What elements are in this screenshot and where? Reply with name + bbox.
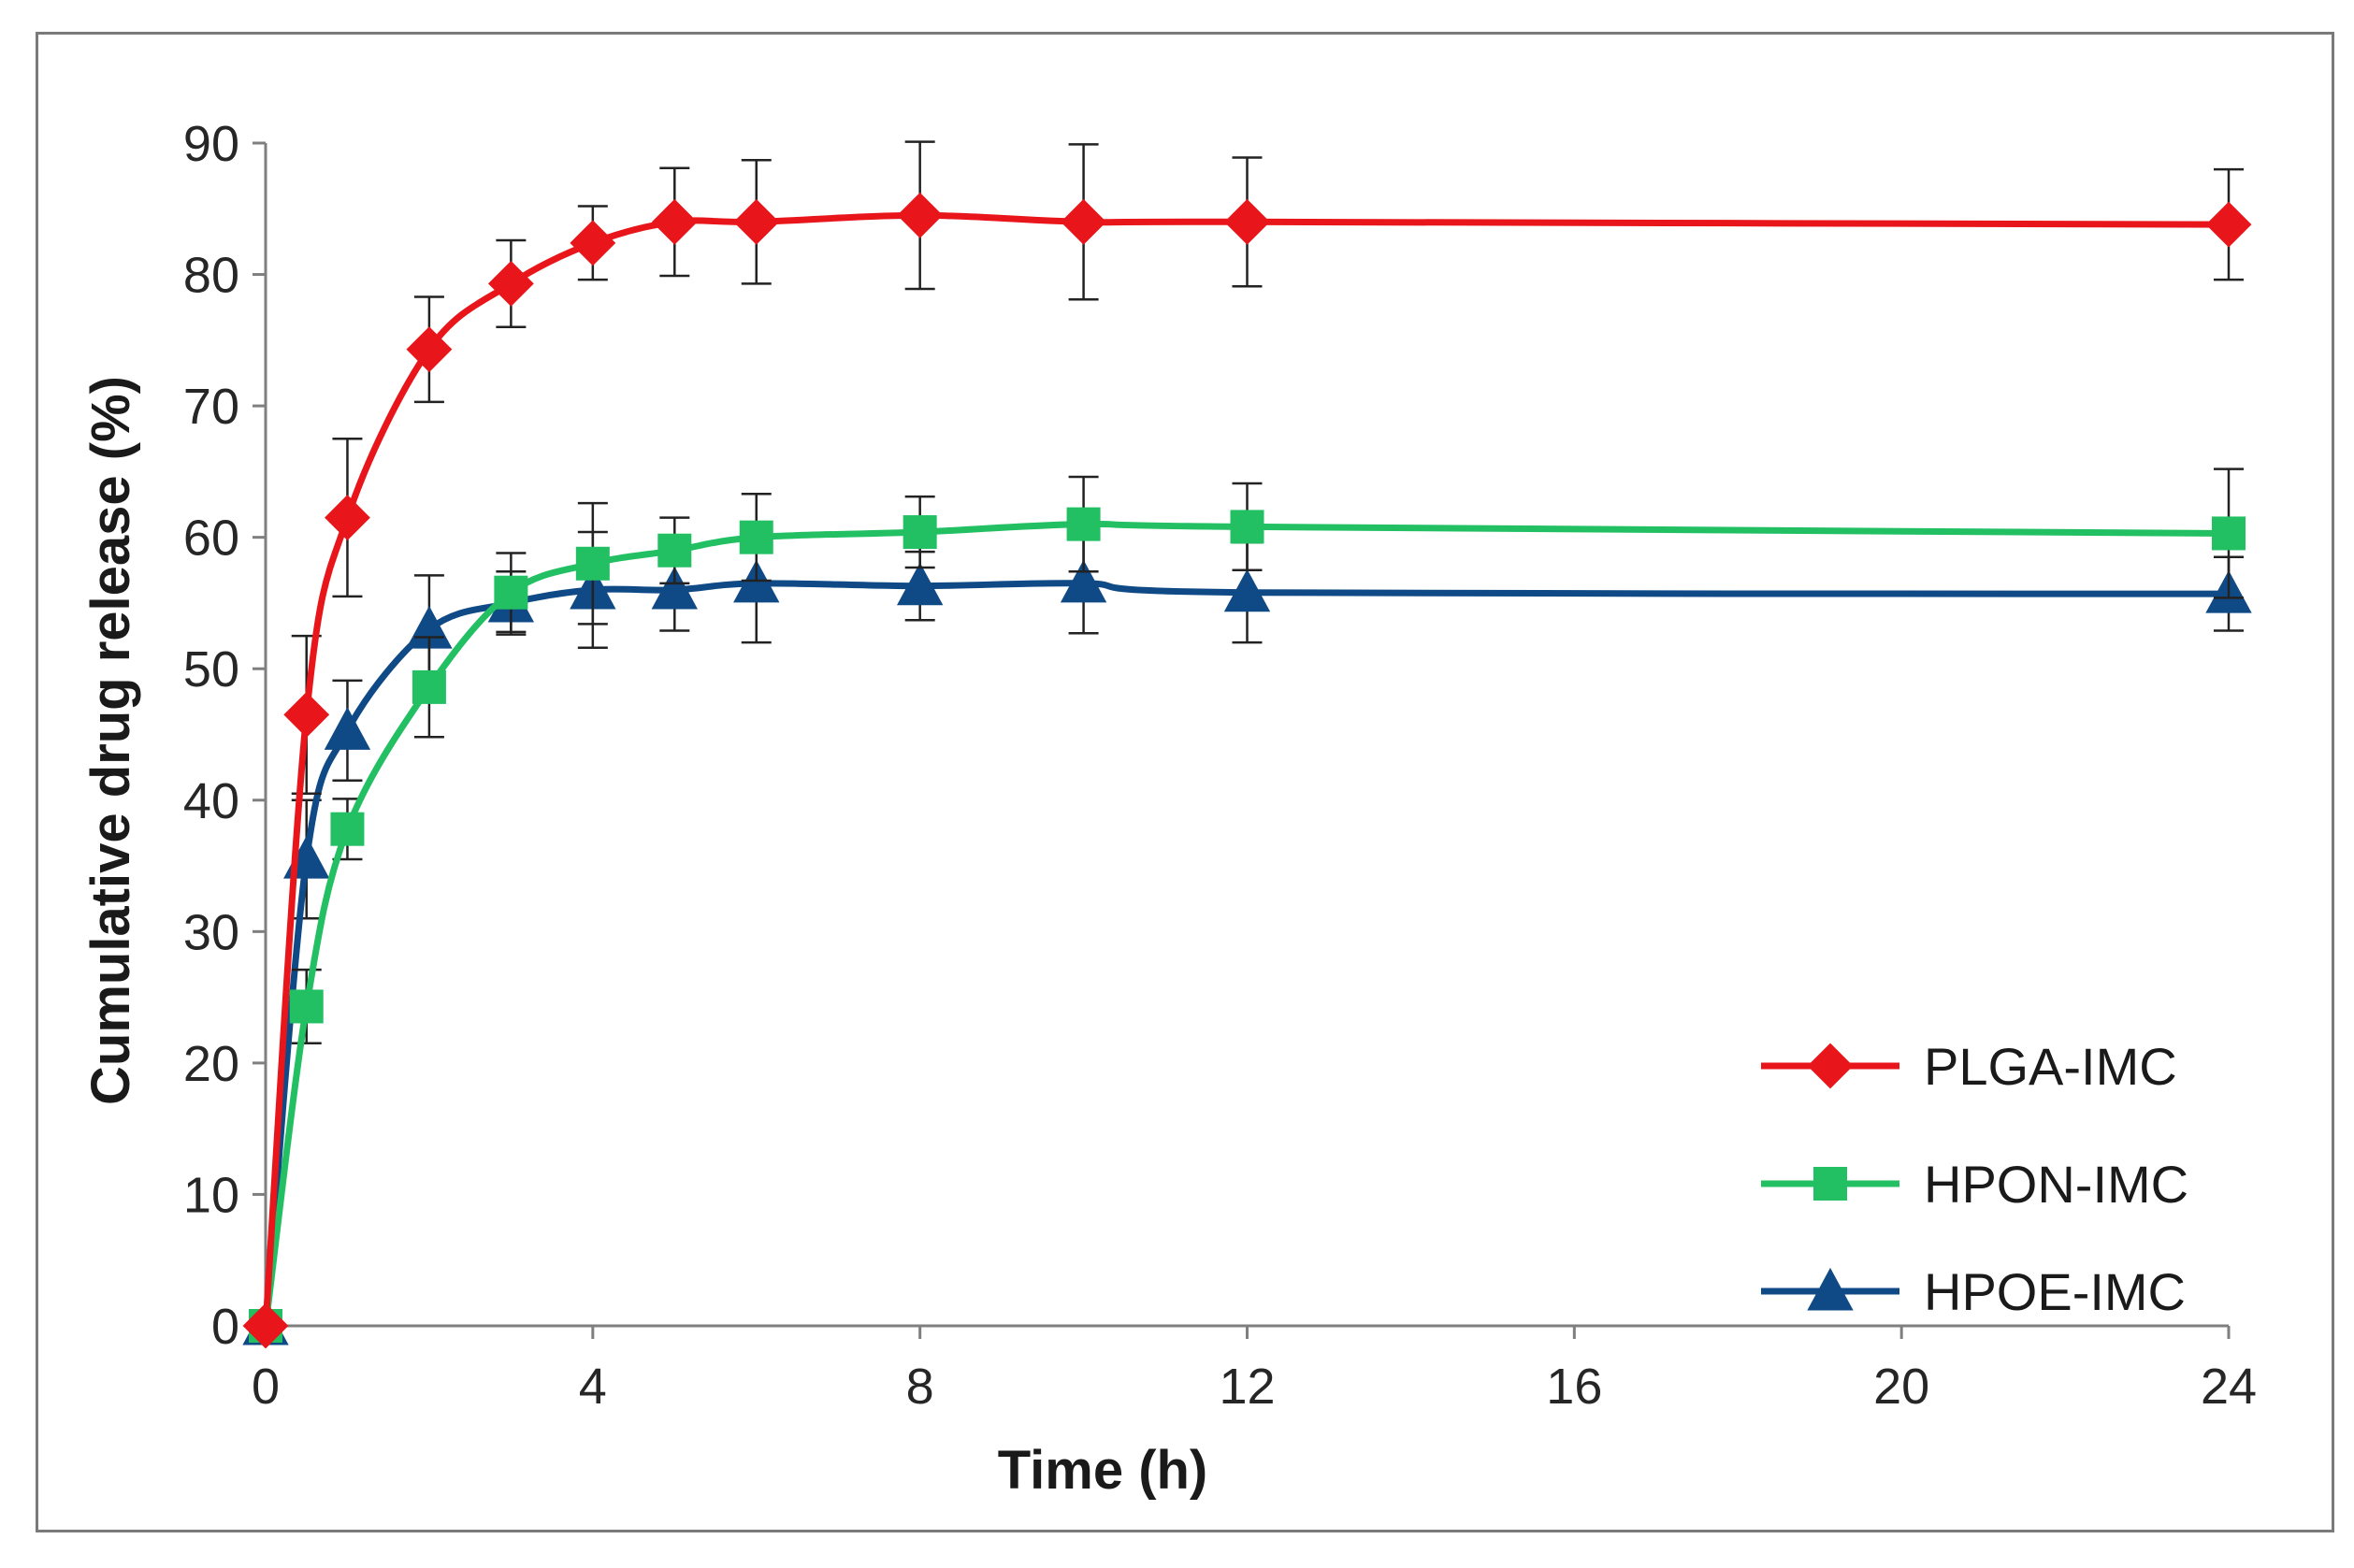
data-point-plga-imc [487, 260, 534, 307]
data-point-hpon-imc [412, 669, 446, 704]
data-point-hpon-imc [289, 989, 324, 1024]
data-point-plga-imc [1061, 198, 1106, 245]
data-point-hpoe-imc [324, 707, 371, 750]
data-point-plga-imc [570, 220, 616, 266]
series-layer [242, 140, 2252, 1349]
chart-frame: 0 10 20 30 40 50 60 70 80 90 0 4 8 12 16 20 24 PLGA-IMC H… [36, 32, 2334, 1532]
legend-marker [1813, 1167, 1847, 1201]
data-point-hpon-imc [330, 812, 365, 846]
x-tick-label: 8 [906, 1359, 934, 1415]
y-tick-label: 20 [183, 1036, 239, 1092]
series-hpon-imc [249, 468, 2246, 1343]
y-axis-title: Cumulative drug release (%) [80, 376, 141, 1105]
y-tick-label: 0 [211, 1299, 239, 1355]
y-tick-label: 60 [183, 511, 239, 567]
legend-marker [1807, 1043, 1854, 1089]
x-tick-label: 20 [1873, 1359, 1929, 1415]
legend-marker [1807, 1267, 1854, 1311]
data-point-hpoe-imc [1060, 559, 1107, 603]
y-tick-label: 90 [183, 116, 239, 172]
x-tick-label: 0 [252, 1359, 280, 1415]
data-point-plga-imc [733, 198, 780, 245]
legend-label: HPOE-IMC [1924, 1262, 2186, 1321]
x-tick-label: 12 [1219, 1359, 1275, 1415]
data-point-hpon-imc [903, 515, 937, 550]
data-point-hpon-imc [2212, 516, 2246, 551]
y-tick-label: 50 [183, 641, 239, 698]
x-tick-label: 24 [2201, 1359, 2257, 1415]
data-point-plga-imc [651, 198, 698, 245]
data-point-hpoe-imc [1223, 568, 1271, 612]
series-plga-imc [242, 140, 2252, 1349]
y-tick-label: 40 [183, 773, 239, 829]
y-tick-label: 70 [183, 379, 239, 435]
data-point-hpoe-imc [896, 562, 944, 606]
y-tick-label: 10 [183, 1167, 239, 1223]
data-point-plga-imc [242, 1302, 289, 1349]
data-point-hpon-imc [1066, 507, 1101, 541]
y-tick-label: 30 [183, 904, 239, 960]
axes: 0 10 20 30 40 50 60 70 80 90 0 4 8 12 16 20 24 [183, 116, 2257, 1415]
x-axis-title: Time (h) [998, 1440, 1208, 1501]
data-point-hpon-imc [739, 520, 773, 554]
data-point-plga-imc [897, 192, 944, 238]
x-tick-label: 16 [1546, 1359, 1602, 1415]
legend: PLGA-IMC HPON-IMC HPOE-IMC [1761, 1037, 2188, 1321]
data-point-hpon-imc [575, 546, 610, 581]
data-point-plga-imc [283, 692, 330, 738]
y-tick-label: 80 [183, 248, 239, 304]
series-hpoe-imc [242, 523, 2252, 1345]
legend-item-hpon-imc: HPON-IMC [1761, 1155, 2188, 1214]
data-point-plga-imc [406, 326, 453, 373]
legend-label: HPON-IMC [1924, 1155, 2188, 1214]
x-tick-label: 4 [579, 1359, 607, 1415]
data-point-plga-imc [325, 495, 370, 540]
release-chart: 0 10 20 30 40 50 60 70 80 90 0 4 8 12 16 20 24 PLGA-IMC H… [80, 116, 2257, 1501]
data-point-hpon-imc [494, 575, 528, 610]
legend-item-plga-imc: PLGA-IMC [1761, 1037, 2177, 1096]
data-point-plga-imc [2205, 201, 2252, 248]
legend-label: PLGA-IMC [1924, 1037, 2177, 1096]
legend-item-hpoe-imc: HPOE-IMC [1761, 1262, 2186, 1321]
data-point-hpon-imc [1230, 510, 1264, 544]
series-line-hpoe-imc [262, 580, 2232, 1330]
data-point-hpon-imc [657, 533, 692, 568]
series-line-hpon-imc [262, 520, 2232, 1330]
data-point-hpoe-imc [651, 566, 698, 610]
data-point-plga-imc [1224, 198, 1270, 245]
